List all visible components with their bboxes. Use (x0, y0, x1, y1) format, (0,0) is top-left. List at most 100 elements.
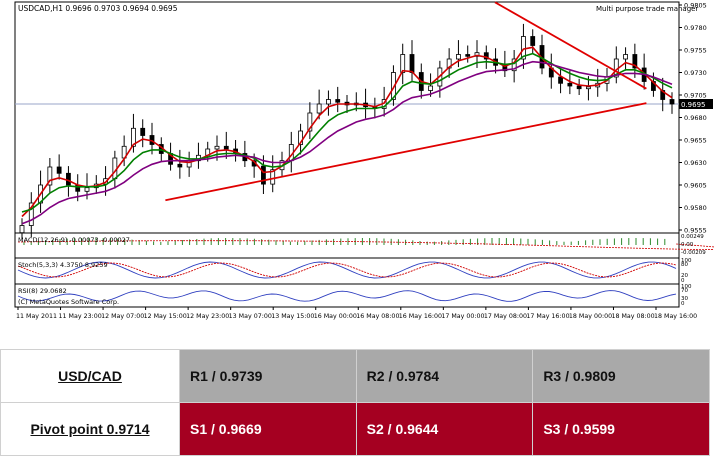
ma-fast-line (21, 46, 673, 218)
candle-body (576, 85, 582, 90)
current-price-label: 0.9695 (681, 101, 706, 109)
x-tick-label: 12 May 15:00 (144, 313, 187, 320)
candle-body (84, 187, 90, 192)
ma-slow-line (21, 60, 673, 225)
x-tick-label: 17 May 16:00 (526, 313, 569, 320)
candle-body (474, 52, 480, 57)
candle-body (316, 103, 322, 114)
indicator-tick-label: 80 (681, 262, 688, 268)
x-axis-ticks: 11 May 2011 11 May 23:00 12 May 07:00 12 Ma… (16, 307, 697, 320)
indicator-tick-label: -0.00209 (681, 250, 706, 256)
candle-body (131, 127, 136, 147)
candle-body (19, 225, 25, 234)
y-tick-label: 0.9755 (684, 47, 707, 55)
x-tick-label: 16 May 00:00 (314, 313, 357, 320)
stoch-main-line (17, 261, 677, 279)
x-tick-label: 11 May 23:00 (59, 313, 102, 320)
y-tick-label: 0.9555 (684, 227, 707, 235)
x-tick-label: 18 May 08:00 (611, 313, 654, 320)
indicator-tick-label: 20 (681, 273, 688, 279)
candle-body (28, 202, 34, 226)
support-trendline (165, 102, 647, 202)
pivot-levels-table: USD/CAD R1 / 0.9739 R2 / 0.9784 R3 / 0.9… (0, 349, 710, 456)
support-row: Pivot point 0.9714 S1 / 0.9669 S2 / 0.96… (0, 402, 710, 456)
indicator-tick-label: 0.00 (681, 242, 694, 248)
candle-body (223, 145, 229, 150)
candle-body (298, 130, 303, 145)
copyright-text: (C) MetaQuotes Software Corp. (18, 298, 119, 306)
x-tick-label: 18 May 16:00 (654, 313, 697, 320)
candle-body (56, 166, 62, 174)
candle-body (391, 72, 396, 100)
candle-body (530, 36, 536, 46)
indicator-tick-label: 100 (681, 284, 692, 290)
indicator-plots (17, 238, 714, 302)
candle-body (270, 169, 276, 185)
rsi-line (17, 290, 677, 302)
candle-body (586, 86, 591, 90)
chart-svg: 0.9805 0.9780 0.9755 0.9730 0.9705 0.9680 0.96… (14, 1, 714, 320)
candle-body (567, 82, 573, 87)
stoch-title: Stoch(5,3,3) 4.3750 8.9259 (18, 261, 108, 269)
candle-body (465, 54, 471, 57)
indicator-tick-label: 30 (681, 296, 688, 302)
resistance-trendline (494, 1, 647, 90)
s2-cell: S2 / 0.9644 (355, 402, 534, 456)
indicator-tick-label: 0 (681, 278, 685, 284)
candle-body (669, 99, 675, 105)
candle-body (400, 54, 406, 73)
ma-medium-line (21, 52, 673, 213)
y-tick-label: 0.9655 (684, 137, 707, 145)
y-tick-label: 0.9730 (684, 69, 707, 77)
x-tick-label: 16 May 08:00 (356, 313, 399, 320)
macd-title: MACD(12,26,9) -0.00073 -0.00027 (18, 236, 130, 244)
candle-body (261, 165, 266, 185)
candle-body (214, 145, 220, 150)
candle-body (47, 166, 53, 186)
indicator-tick-label: 100 (681, 258, 692, 264)
x-tick-label: 16 May 16:00 (399, 313, 442, 320)
chart-symbol-info: USDCAD,H1 0.9696 0.9703 0.9694 0.9695 (18, 4, 178, 13)
indicator-tick-label: 70 (681, 288, 688, 294)
y-tick-label: 0.9580 (684, 204, 707, 212)
candle-body (307, 112, 313, 132)
x-tick-label: 17 May 00:00 (441, 313, 484, 320)
y-axis-ticks: 0.9805 0.9780 0.9755 0.9730 0.9705 0.9680 0.96… (679, 2, 707, 235)
indicator-tick-label: 0.00249 (681, 234, 704, 240)
y-tick-label: 0.9630 (684, 159, 707, 167)
candle-body (502, 64, 508, 72)
x-tick-label: 17 May 08:00 (484, 313, 527, 320)
s3-cell: S3 / 0.9599 (532, 402, 710, 456)
candle-body (66, 172, 71, 186)
candle-body (632, 54, 638, 69)
main-plot: 0.9695 (15, 1, 713, 239)
resistance-row: USD/CAD R1 / 0.9739 R2 / 0.9784 R3 / 0.9… (0, 349, 710, 403)
candle-body (511, 58, 517, 72)
indicator-tick-label: 0 (681, 301, 685, 307)
pivot-label: Pivot point 0.9714 (0, 402, 180, 456)
s1-cell: S1 / 0.9669 (179, 402, 357, 456)
pair-label: USD/CAD (0, 349, 180, 403)
x-tick-label: 18 May 00:00 (569, 313, 612, 320)
y-tick-label: 0.9780 (684, 24, 707, 32)
candle-body (456, 54, 461, 60)
candle-body (409, 54, 415, 73)
macd-signal-line (17, 240, 714, 250)
candle-body (335, 99, 341, 103)
candle-body (326, 99, 331, 105)
candle-body (140, 127, 146, 136)
y-tick-label: 0.9705 (684, 92, 707, 100)
candle-body (428, 85, 433, 91)
y-tick-label: 0.9680 (684, 114, 707, 122)
candle-body (558, 76, 563, 84)
indicator-label: Multi purpose trade manager (596, 5, 698, 13)
x-tick-label: 13 May 15:00 (271, 313, 314, 320)
candle-body (483, 52, 489, 60)
y-tick-label: 0.9605 (684, 182, 707, 190)
x-tick-label: 13 May 07:00 (229, 313, 272, 320)
candle-body (521, 36, 526, 60)
y-tick-label: 0.9805 (684, 2, 707, 10)
candle-body (623, 54, 628, 60)
x-tick-label: 11 May 2011 (16, 313, 57, 320)
